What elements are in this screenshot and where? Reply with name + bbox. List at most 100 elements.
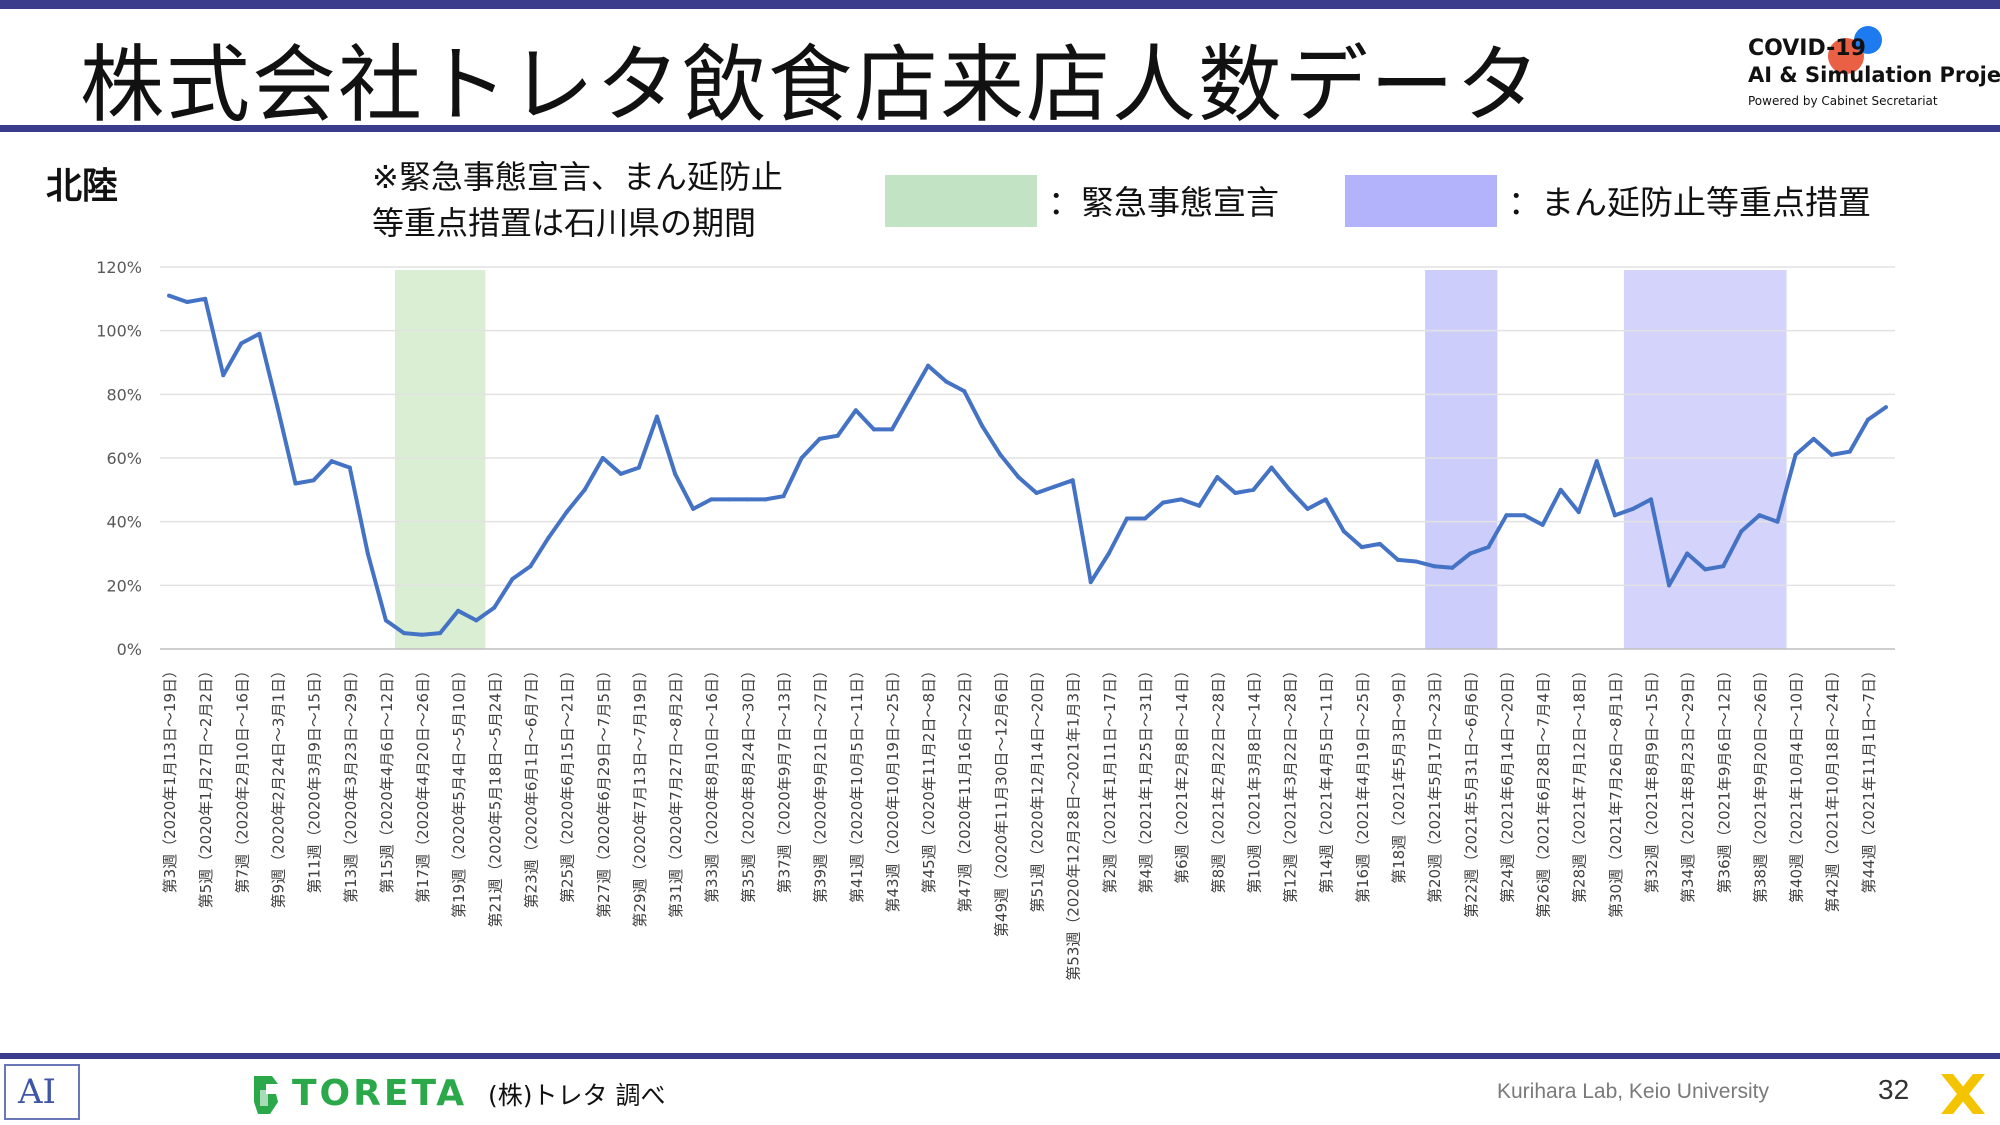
x-tick-label: 第14週（2021年4月5日～11日）: [1318, 663, 1336, 893]
data-point-32: [745, 497, 750, 502]
region-label: 北陸: [46, 166, 119, 207]
data-point-6: [275, 405, 280, 410]
title-divider: [0, 125, 2000, 132]
x-tick-label: 第13週（2020年3月23日～29日）: [342, 663, 360, 903]
data-source: (株)トレタ 調べ: [488, 1081, 666, 1110]
data-point-16: [456, 608, 461, 613]
data-point-77: [1558, 487, 1563, 492]
lab-credit: Kurihara Lab, Keio University: [1497, 1080, 1769, 1103]
data-point-90: [1793, 452, 1798, 457]
x-tick-label: 第6週（2021年2月8日～14日）: [1173, 663, 1191, 884]
data-point-73: [1486, 545, 1491, 550]
data-point-83: [1667, 583, 1672, 588]
data-point-71: [1450, 565, 1455, 570]
x-tick-label: 第15週（2020年4月6日～12日）: [378, 663, 396, 893]
data-point-64: [1323, 497, 1328, 502]
y-tick-label: 40%: [106, 513, 142, 532]
data-point-48: [1034, 491, 1039, 496]
data-point-46: [998, 452, 1003, 457]
data-point-43: [944, 379, 949, 384]
data-point-4: [239, 341, 244, 346]
x-tick-label: 第49週（2020年11月30日～12月6日）: [992, 663, 1010, 937]
x-tick-label: 第9週（2020年2月24日～3月1日）: [269, 663, 287, 908]
x-tick-label: 第44週（2021年11月1日～7日）: [1860, 663, 1878, 893]
data-point-58: [1215, 475, 1220, 480]
data-point-67: [1377, 541, 1382, 546]
x-tick-label: 第17週（2020年4月20日～26日）: [414, 663, 432, 903]
period-note-line2: 等重点措置は石川県の期間: [372, 204, 757, 242]
data-point-10: [347, 465, 352, 470]
period-note-line1: ※緊急事態宣言、まん延防止: [372, 158, 783, 196]
data-point-56: [1179, 497, 1184, 502]
data-point-11: [365, 551, 370, 556]
x-tick-label: 第11週（2020年3月9日～15日）: [306, 663, 324, 893]
data-point-89: [1775, 519, 1780, 524]
data-point-37: [835, 433, 840, 438]
toreta-leaf-icon: [254, 1076, 278, 1114]
y-tick-label: 120%: [96, 258, 142, 277]
data-point-52: [1106, 551, 1111, 556]
data-point-12: [383, 618, 388, 623]
data-point-72: [1468, 551, 1473, 556]
data-point-79: [1594, 459, 1599, 464]
x-tick-label: 第18週（2021年5月3日～9日）: [1390, 663, 1408, 884]
data-point-50: [1070, 478, 1075, 483]
x-tick-label: 第10週（2021年3月8日～14日）: [1245, 663, 1263, 893]
x-tick-label: 第8週（2021年2月22日～28日）: [1209, 663, 1227, 893]
data-point-66: [1359, 545, 1364, 550]
band-emergency-0: [394, 270, 486, 649]
data-point-62: [1287, 487, 1292, 492]
x-tick-label: 第23週（2020年6月1日～6月7日）: [522, 663, 540, 908]
data-point-68: [1395, 557, 1400, 562]
x-tick-label: 第28週（2021年7月12日～18日）: [1571, 663, 1589, 903]
x-tick-label: 第32週（2021年8月9日～15日）: [1643, 663, 1661, 893]
data-point-95: [1883, 405, 1888, 410]
x-tick-label: 第19週（2020年5月4日～5月10日）: [450, 663, 468, 918]
data-point-25: [618, 471, 623, 476]
data-point-8: [311, 478, 316, 483]
ai-lab-logo: AI: [4, 1064, 80, 1120]
data-point-19: [510, 576, 515, 581]
y-tick-label: 20%: [106, 576, 142, 595]
data-point-61: [1269, 465, 1274, 470]
legend-priority-swatch: [1345, 175, 1497, 227]
data-point-65: [1341, 529, 1346, 534]
x-tick-label: 第24週（2021年6月14日～20日）: [1498, 663, 1516, 903]
data-point-82: [1649, 497, 1654, 502]
data-point-55: [1161, 500, 1166, 505]
data-point-41: [908, 395, 913, 400]
data-point-40: [889, 427, 894, 432]
y-tick-label: 0%: [117, 640, 142, 659]
legend-emergency-label: ：緊急事態宣言: [1048, 183, 1279, 222]
data-point-51: [1088, 580, 1093, 585]
data-point-92: [1829, 452, 1834, 457]
x-tick-label: 第22週（2021年5月31日～6月6日）: [1462, 663, 1480, 918]
data-point-53: [1124, 516, 1129, 521]
data-point-21: [546, 535, 551, 540]
data-point-5: [257, 331, 262, 336]
x-tick-label: 第2週（2021年1月11日～17日）: [1101, 663, 1119, 893]
data-point-93: [1847, 449, 1852, 454]
x-tick-label: 第4週（2021年1月25日～31日）: [1137, 663, 1155, 893]
data-point-94: [1865, 417, 1870, 422]
x-tick-label: 第7週（2020年2月10日～16日）: [233, 663, 251, 893]
x-tick-label: 第43週（2020年10月19日～25日）: [884, 663, 902, 913]
data-point-45: [980, 424, 985, 429]
data-point-26: [636, 465, 641, 470]
footer-divider: [0, 1053, 2000, 1059]
data-point-35: [799, 456, 804, 460]
covid-project-logo: COVID-19 AI & Simulation Project Powered…: [1748, 26, 2000, 115]
y-tick-label: 100%: [96, 322, 142, 341]
data-point-39: [871, 427, 876, 432]
data-point-81: [1630, 506, 1635, 511]
data-point-17: [474, 618, 479, 623]
logo-line1: COVID-19: [1748, 36, 1866, 61]
x-tick-label: 第53週（2020年12月28日～2021年1月3日）: [1065, 663, 1083, 981]
x-tick-label: 第5週（2020年1月27日～2月2日）: [197, 663, 215, 908]
x-tick-label: 第47週（2020年11月16日～22日）: [956, 663, 974, 913]
toreta-logo: TORETA: [248, 1070, 464, 1120]
series-line: [168, 293, 1888, 637]
x-tick-label: 第20週（2021年5月17日～23日）: [1426, 663, 1444, 903]
x-tick-label: 第41週（2020年10月5日～11日）: [848, 663, 866, 903]
period-note: ※緊急事態宣言、まん延防止 等重点措置は石川県の期間: [372, 154, 783, 246]
